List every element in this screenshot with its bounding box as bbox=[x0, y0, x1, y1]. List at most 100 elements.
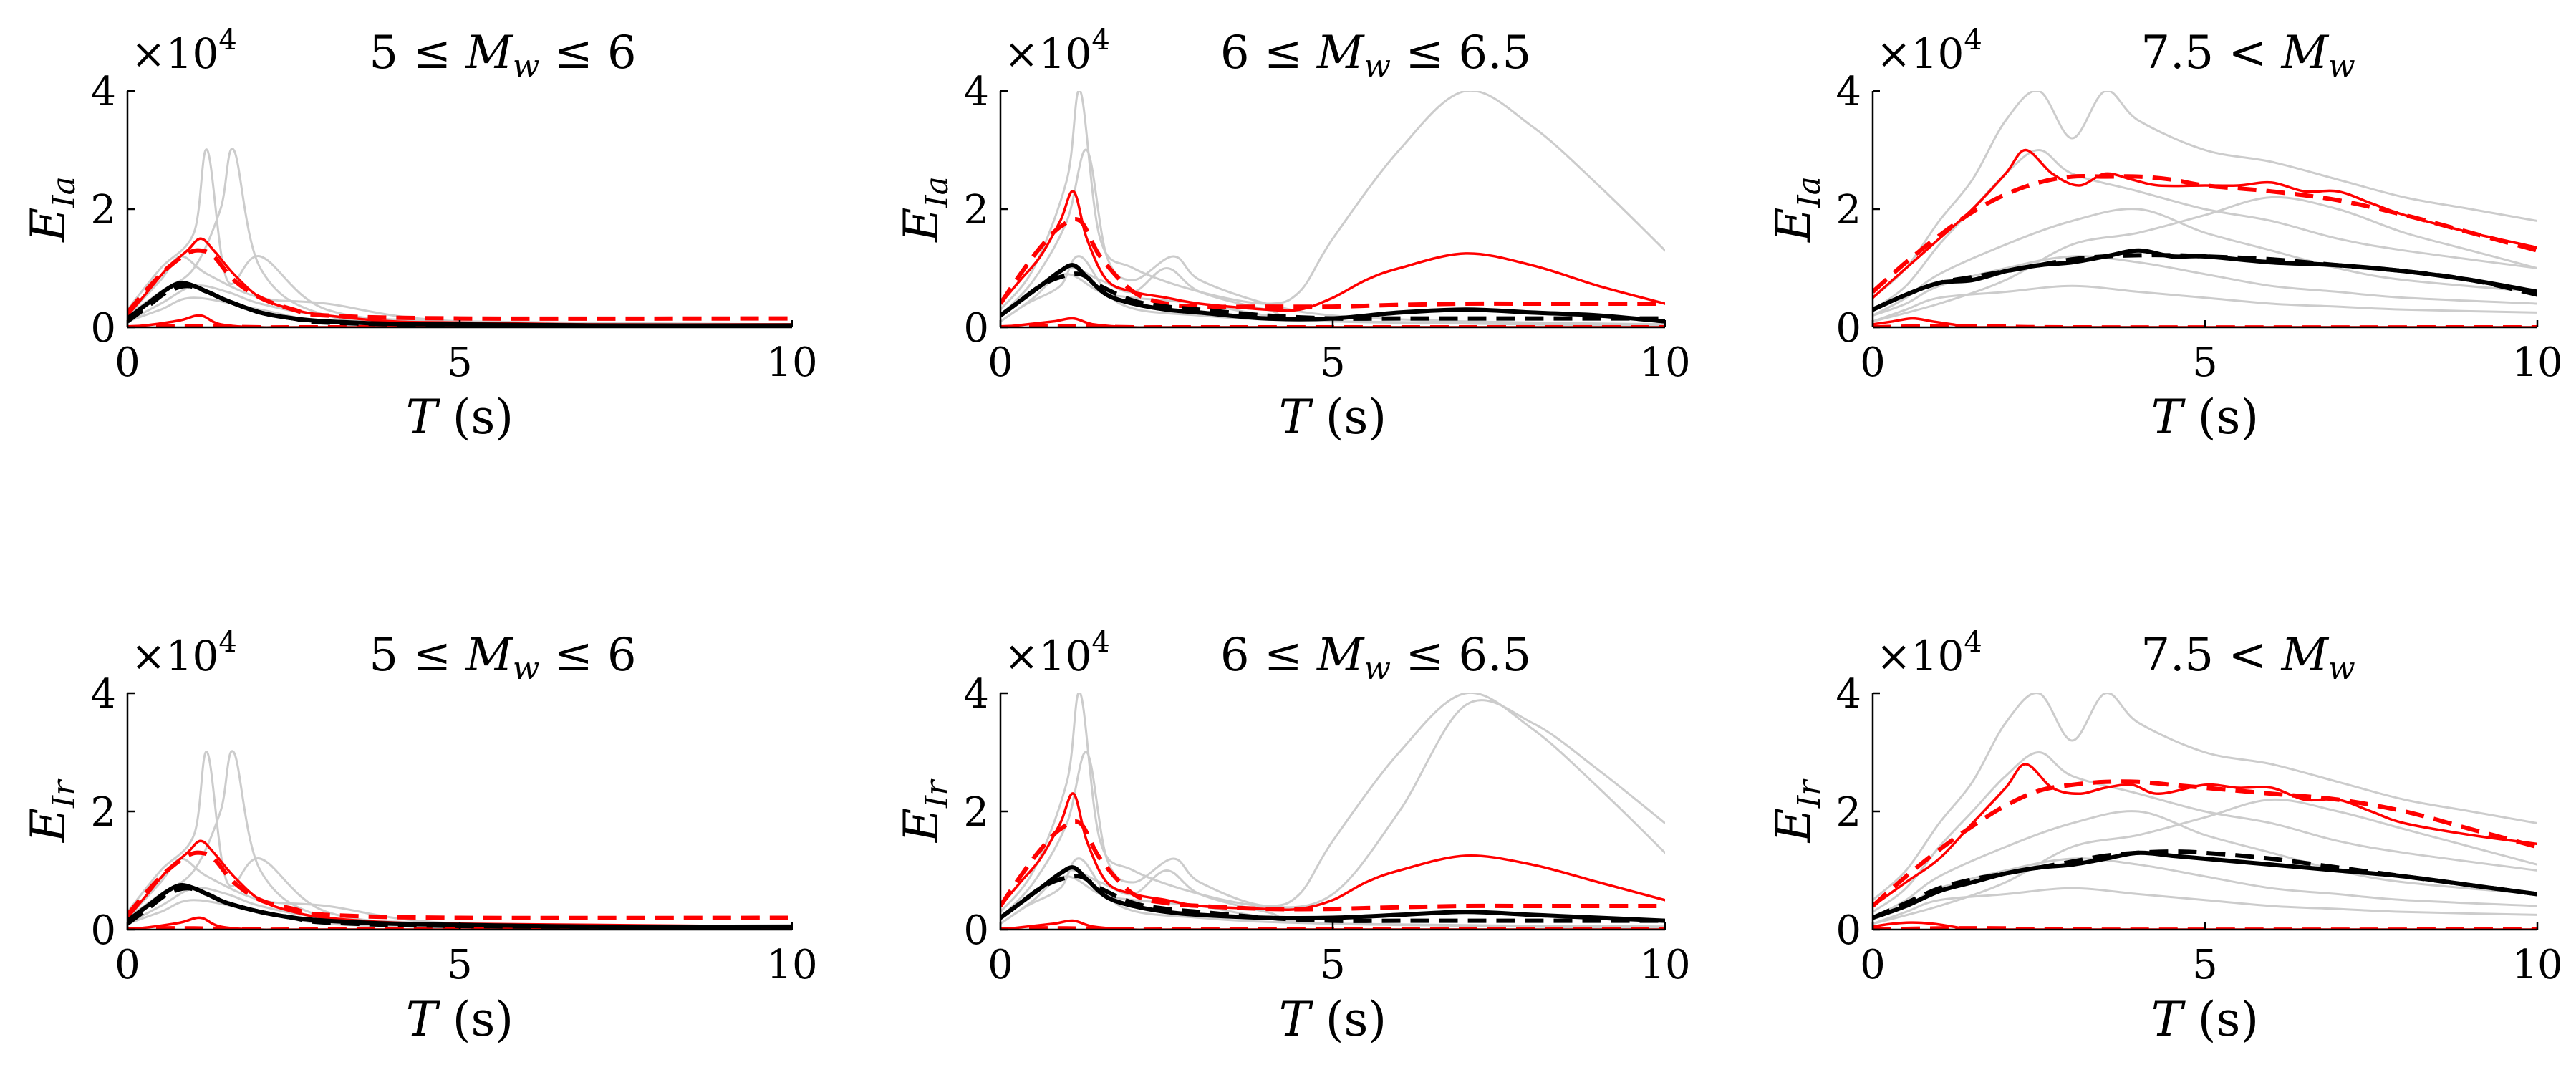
y-multiplier-exponent: 4 bbox=[218, 24, 236, 57]
x-tick-label: 5 bbox=[1320, 942, 1346, 988]
series-line-records bbox=[1000, 693, 1665, 913]
x-axis-symbol: T bbox=[406, 390, 441, 445]
y-axis-label: EIr bbox=[1766, 778, 1828, 844]
subplot-title: 6 ≤ Mw ≤ 6.5 bbox=[1220, 26, 1531, 85]
series-line-records bbox=[1873, 208, 2537, 317]
y-tick-label: 0 bbox=[963, 907, 989, 954]
y-multiplier-base: ×10 bbox=[131, 632, 218, 680]
y-tick-label: 4 bbox=[1835, 671, 1861, 718]
title-prefix: 6 ≤ bbox=[1220, 629, 1317, 682]
x-tick-label: 10 bbox=[1639, 339, 1690, 386]
title-symbol: M bbox=[1316, 26, 1365, 79]
title-suffix: ≤ 6.5 bbox=[1391, 26, 1531, 79]
series-line-records bbox=[1873, 751, 2537, 913]
x-axis-label: T (s) bbox=[406, 390, 513, 445]
series-line-upper-fit bbox=[1873, 174, 2537, 294]
y-axis-subscript: Ir bbox=[919, 778, 955, 809]
title-symbol: M bbox=[1316, 629, 1365, 682]
series-line-records bbox=[1873, 284, 2537, 323]
y-multiplier: ×104 bbox=[131, 626, 237, 680]
y-multiplier-base: ×10 bbox=[1876, 29, 1964, 78]
y-multiplier-exponent: 4 bbox=[1964, 626, 1982, 659]
series-line-upper-fit bbox=[1873, 779, 2537, 908]
x-tick-label: 0 bbox=[1860, 339, 1886, 386]
x-tick-label: 5 bbox=[447, 339, 473, 386]
x-tick-label: 0 bbox=[988, 942, 1013, 988]
series-line-records bbox=[1873, 810, 2537, 919]
series-line-upper-fit bbox=[1000, 217, 1665, 309]
title-subscript: w bbox=[513, 48, 540, 85]
y-axis-symbol: E bbox=[21, 208, 76, 243]
series-line-records bbox=[1873, 693, 2537, 902]
series-line-records bbox=[127, 887, 792, 928]
y-tick-label: 2 bbox=[1835, 187, 1861, 233]
y-axis-symbol: E bbox=[894, 208, 949, 243]
x-axis-label: T (s) bbox=[406, 992, 513, 1047]
y-multiplier: ×104 bbox=[1004, 24, 1110, 78]
y-axis-label: EIa bbox=[21, 176, 82, 243]
series-line-lower-fit bbox=[127, 926, 792, 930]
series-line-records bbox=[1873, 857, 2537, 919]
y-axis-label: EIa bbox=[894, 176, 955, 243]
title-subscript: w bbox=[513, 650, 540, 687]
series-line-mean bbox=[127, 280, 792, 327]
y-tick-label: 2 bbox=[90, 187, 116, 233]
title-subscript: w bbox=[2328, 650, 2355, 687]
series-line-mean-fit bbox=[1000, 874, 1665, 923]
y-axis-subscript: Ia bbox=[1791, 176, 1828, 208]
x-tick-label: 0 bbox=[115, 942, 140, 988]
series-line-upper-fit bbox=[127, 248, 792, 321]
y-multiplier-exponent: 4 bbox=[1964, 24, 1982, 57]
y-axis-symbol: E bbox=[21, 808, 76, 843]
y-multiplier-exponent: 4 bbox=[1091, 24, 1109, 57]
series-line-records bbox=[1873, 887, 2537, 925]
series-line-mean bbox=[127, 882, 792, 930]
y-axis-label: EIr bbox=[894, 778, 955, 844]
title-symbol: M bbox=[2280, 26, 2329, 79]
series-line-records bbox=[1000, 91, 1665, 311]
y-axis-symbol: E bbox=[1766, 808, 1821, 843]
series-line-mean-fit bbox=[1000, 271, 1665, 321]
x-tick-label: 0 bbox=[115, 339, 140, 386]
title-symbol: M bbox=[465, 629, 513, 682]
x-tick-label: 10 bbox=[2512, 942, 2562, 988]
title-symbol: M bbox=[465, 26, 513, 79]
y-axis-subscript: Ir bbox=[1791, 778, 1828, 809]
x-axis-unit: (s) bbox=[2183, 992, 2259, 1047]
x-axis-symbol: T bbox=[406, 992, 441, 1047]
x-axis-symbol: T bbox=[2151, 992, 2186, 1047]
x-axis-label: T (s) bbox=[1279, 390, 1386, 445]
y-multiplier: ×104 bbox=[131, 24, 237, 78]
x-tick-label: 0 bbox=[1860, 942, 1886, 988]
series-line-mean-fit bbox=[127, 886, 792, 930]
series-line-upper-fit bbox=[127, 850, 792, 920]
y-tick-label: 0 bbox=[1835, 305, 1861, 352]
x-tick-label: 5 bbox=[447, 942, 473, 988]
y-multiplier-base: ×10 bbox=[1004, 29, 1091, 78]
y-tick-label: 4 bbox=[90, 671, 116, 718]
subplot-title: 6 ≤ Mw ≤ 6.5 bbox=[1220, 629, 1531, 687]
title-suffix: ≤ 6 bbox=[540, 629, 637, 682]
title-subscript: w bbox=[2328, 48, 2355, 85]
y-multiplier-base: ×10 bbox=[131, 29, 218, 78]
y-tick-label: 2 bbox=[1835, 789, 1861, 836]
title-prefix: 7.5 < bbox=[2141, 629, 2281, 682]
title-subscript: w bbox=[1364, 48, 1391, 85]
y-axis-label: EIa bbox=[1766, 176, 1828, 243]
series-line-records bbox=[1000, 255, 1665, 327]
title-prefix: 6 ≤ bbox=[1220, 26, 1317, 79]
y-tick-label: 0 bbox=[90, 305, 116, 352]
y-tick-label: 2 bbox=[963, 789, 989, 836]
y-multiplier-base: ×10 bbox=[1004, 632, 1091, 680]
series-line-records bbox=[1873, 196, 2537, 323]
x-tick-label: 5 bbox=[2192, 339, 2218, 386]
x-tick-label: 10 bbox=[766, 942, 817, 988]
y-axis-subscript: Ia bbox=[919, 176, 955, 208]
x-axis-unit: (s) bbox=[438, 390, 513, 445]
y-multiplier: ×104 bbox=[1004, 626, 1110, 680]
y-multiplier: ×104 bbox=[1876, 24, 1982, 78]
x-axis-unit: (s) bbox=[438, 992, 513, 1047]
